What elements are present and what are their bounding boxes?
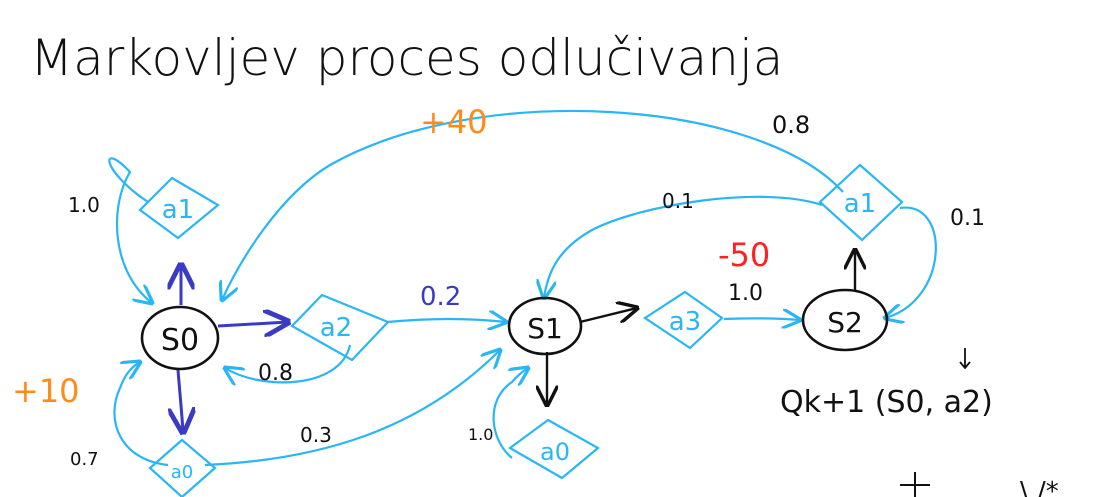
action-s2-a1-label: a1 — [844, 189, 876, 219]
edge-s0a2-to-s0 — [225, 344, 352, 382]
formula-second-arrow — [900, 472, 930, 497]
action-s1-a0-label: a0 — [540, 438, 570, 466]
state-s0: S0 — [140, 305, 220, 371]
reward-s0a0: +10 — [12, 372, 80, 410]
prob-s0a0-s0: 0.7 — [70, 449, 99, 470]
edge-s0a2-to-s1 — [386, 319, 506, 322]
action-s0-a0-label: a0 — [171, 462, 193, 483]
edge-s1-to-a3 — [579, 308, 637, 324]
action-s0-a0: a0 — [148, 438, 217, 497]
edge-s2a1-to-s1 — [544, 195, 823, 298]
edge-s2a1-to-s0 — [222, 109, 844, 300]
prob-s0a0-s1: 0.3 — [300, 423, 332, 447]
state-s1-label: S1 — [527, 312, 563, 345]
edge-s0a0-to-s1 — [204, 350, 500, 467]
prob-s2a1-s2: 0.1 — [950, 206, 985, 231]
prob-s0a2-s0: 0.8 — [258, 361, 293, 386]
prob-s1a0-s1: 1.0 — [468, 425, 493, 444]
edge-s0-to-a0 — [178, 369, 183, 432]
action-s1-a3: a3 — [642, 290, 724, 350]
edge-s1a3-to-s2 — [723, 318, 800, 320]
action-s0-a1: a1 — [138, 176, 220, 240]
edge-s2a1-to-s2 — [885, 206, 937, 318]
state-s1: S1 — [507, 296, 583, 356]
edge-s0a1-to-s0 — [108, 157, 152, 303]
action-s2-a1: a1 — [818, 163, 904, 242]
prob-s0a2-s1: 0.2 — [420, 282, 461, 312]
prob-s0a1-s0: 1.0 — [68, 193, 100, 217]
edge-s0-to-a2 — [217, 322, 288, 326]
state-s2-label: S2 — [827, 306, 863, 339]
prob-s2a1-s1: 0.1 — [662, 189, 694, 213]
action-s0-a1-label: a1 — [162, 195, 194, 225]
action-s1-a0: a0 — [507, 418, 600, 480]
action-s0-a2: a2 — [290, 293, 390, 362]
action-s0-a2-label: a2 — [320, 313, 352, 343]
edge-s1a0-to-s1 — [492, 368, 528, 459]
prob-s1a3-s2: 1.0 — [728, 281, 763, 306]
state-s0-label: S0 — [161, 323, 199, 358]
diagram-title: Markovljev proces odlučivanja — [30, 29, 783, 87]
reward-s2a1-s0: +40 — [420, 103, 488, 141]
state-s2: S2 — [801, 288, 889, 352]
formula-down-arrow — [959, 348, 971, 370]
formula-q-update: Qk+1 (S0, a2) — [780, 385, 993, 420]
formula-vstar-fragment: \ /* — [1020, 477, 1059, 497]
edge-s0a0-to-s0 — [113, 362, 169, 467]
prob-s2a1-s0: 0.8 — [772, 111, 810, 139]
reward-s1a3-s2: -50 — [718, 236, 770, 274]
action-s1-a3-label: a3 — [669, 307, 701, 337]
